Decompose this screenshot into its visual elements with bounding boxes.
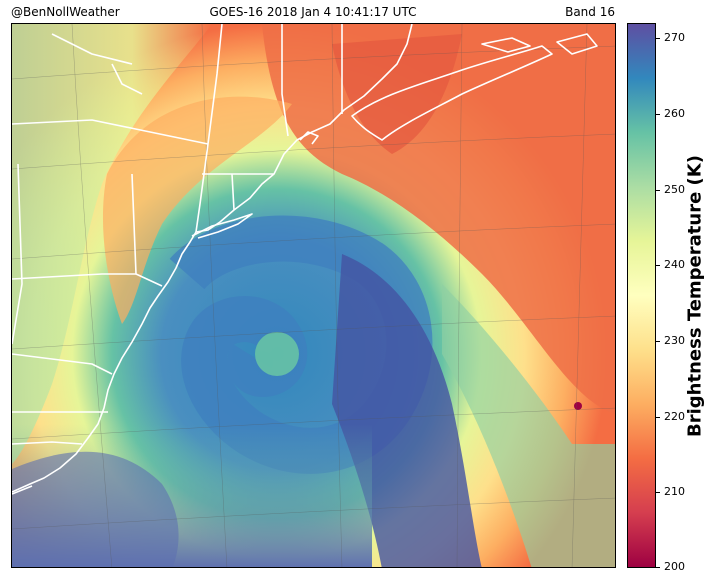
colorbar-tick-label: 210: [664, 485, 685, 499]
colorbar-tick-label: 260: [664, 106, 685, 120]
land-area-west: [12, 24, 212, 464]
deep-convection-spot: [574, 402, 582, 410]
colorbar-tick-label: 200: [664, 560, 685, 573]
credit-label: @BenNollWeather: [11, 5, 120, 19]
colorbar-ticks: 200 210 220 230 240 250 260 270: [656, 23, 696, 573]
colorbar-tick-label: 250: [664, 182, 685, 196]
colorbar-tick-label: 230: [664, 333, 685, 347]
comma-head-band: [102, 96, 292, 324]
warm-sector: [442, 284, 615, 567]
storm-eye: [255, 332, 299, 376]
satellite-map: [11, 23, 616, 568]
colorbar: [627, 23, 656, 568]
colorbar-tick-label: 240: [664, 258, 685, 272]
band-label: Band 16: [565, 5, 615, 19]
state-boundaries: [12, 24, 598, 495]
gulf-stream-cold-tops: [12, 451, 179, 567]
colorbar-tick-label: 220: [664, 409, 685, 423]
colorbar-label: Brightness Temperature (K): [684, 155, 706, 437]
colorbar-tick-label: 270: [664, 31, 685, 45]
cold-cloud-shield: [262, 24, 615, 414]
cloud-top-core: [332, 34, 462, 154]
image-title: GOES-16 2018 Jan 4 10:41:17 UTC: [209, 5, 417, 19]
